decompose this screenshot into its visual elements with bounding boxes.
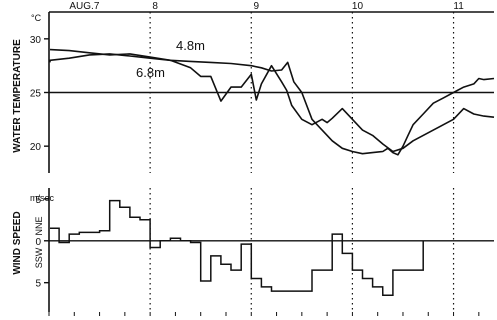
series-label-4.8m: 4.8m — [176, 38, 205, 53]
bottom-hour-ticks — [48, 312, 480, 316]
wind-day-boundaries — [149, 188, 455, 312]
wind-series — [50, 199, 424, 296]
wind-direction-nne: NNE — [34, 216, 44, 235]
wind-tick-label-1: 0 — [35, 237, 41, 248]
wind-direction-ssw: SSW — [34, 247, 44, 268]
wind-tick-label-0: 5 — [35, 195, 41, 206]
day-label-3: 10 — [352, 1, 364, 12]
day-labels: AUG.7 8 9 10 11 — [69, 1, 464, 12]
temperature-series — [49, 48, 495, 156]
temperature-tick-label-20: 20 — [30, 142, 42, 153]
temperature-axis-title: WATER TEMPERATURE — [12, 39, 23, 153]
temperature-ticks: 20 25 30 — [30, 35, 49, 153]
temperature-tick-label-30: 30 — [30, 35, 42, 46]
wind-tick-label-2: 5 — [35, 279, 41, 290]
temperature-unit-label: °C — [31, 13, 42, 23]
day-label-1: 8 — [152, 1, 158, 12]
temperature-line-4.8m — [49, 48, 495, 156]
day-label-0: AUG.7 — [69, 1, 99, 12]
wind-unit-label: m/sec — [30, 193, 55, 203]
series-label-6.8m: 6.8m — [136, 65, 165, 80]
wind-panel: 5 0 5 m/sec NNE SSW WIND SPEED — [12, 188, 494, 316]
temperature-line-6.8m — [49, 53, 495, 153]
wind-step-line — [50, 199, 424, 296]
day-label-2: 9 — [254, 1, 260, 12]
day-label-4: 11 — [453, 1, 464, 12]
temperature-tick-label-25: 25 — [30, 89, 42, 100]
wind-axis-title: WIND SPEED — [12, 211, 23, 274]
wind-ticks: 5 0 5 — [35, 195, 49, 290]
